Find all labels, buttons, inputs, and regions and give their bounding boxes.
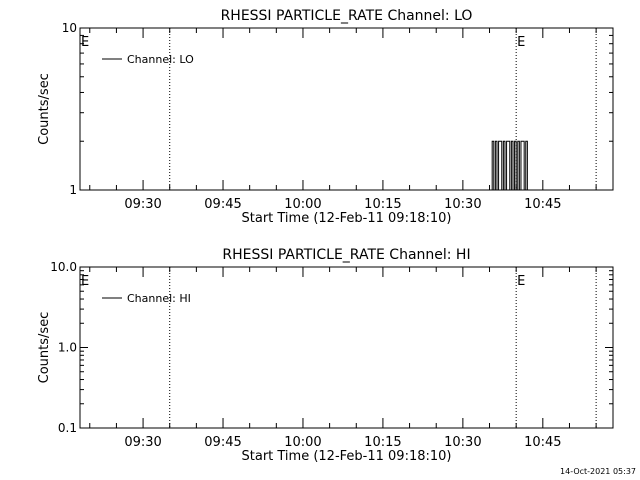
x-tick-label: 10:30 <box>444 197 481 212</box>
y-axis-label: Counts/sec <box>37 312 52 384</box>
x-tick-label: 10:15 <box>364 197 401 212</box>
chart-panel-hi: RHESSI PARTICLE_RATE Channel: HI 0.1 1.0 10… <box>37 247 614 464</box>
y-axis-label: Counts/sec <box>37 73 52 145</box>
x-tick-label: 10:15 <box>364 435 401 450</box>
x-tick-label: 09:30 <box>124 435 161 450</box>
y-tick-label: 1 <box>69 183 77 197</box>
legend-label: Channel: HI <box>127 292 191 305</box>
event-marker-label: E <box>81 35 89 50</box>
chart-title: RHESSI PARTICLE_RATE Channel: LO <box>221 8 473 24</box>
y-tick-label: 10.0 <box>50 260 77 274</box>
x-tick-label: 09:30 <box>124 197 161 212</box>
x-tick-label: 10:45 <box>524 435 561 450</box>
chart-panel-lo: RHESSI PARTICLE_RATE Channel: LO 1 10 Count… <box>37 8 614 226</box>
y-tick-label: 1.0 <box>58 341 77 355</box>
legend-label: Channel: LO <box>127 53 194 66</box>
y-tick-label: 10 <box>62 21 77 35</box>
x-tick-label: 09:45 <box>204 197 241 212</box>
x-tick-label: 09:45 <box>204 435 241 450</box>
x-tick-label: 10:30 <box>444 435 481 450</box>
x-tick-label: 10:45 <box>524 197 561 212</box>
chart-title: RHESSI PARTICLE_RATE Channel: HI <box>222 247 470 263</box>
data-series-line <box>491 140 529 191</box>
event-marker-label: E <box>81 274 89 289</box>
axes-frame <box>79 27 614 191</box>
x-tick-label: 10:00 <box>284 197 321 212</box>
y-tick-label: 0.1 <box>58 421 77 435</box>
x-axis-label: Start Time (12-Feb-11 09:18:10) <box>242 211 452 226</box>
event-label: E <box>517 274 525 289</box>
footer-timestamp: 14-Oct-2021 05:37 <box>560 467 636 476</box>
event-label: E <box>517 35 525 50</box>
x-tick-label: 10:00 <box>284 435 321 450</box>
x-axis-label: Start Time (12-Feb-11 09:18:10) <box>242 449 452 464</box>
